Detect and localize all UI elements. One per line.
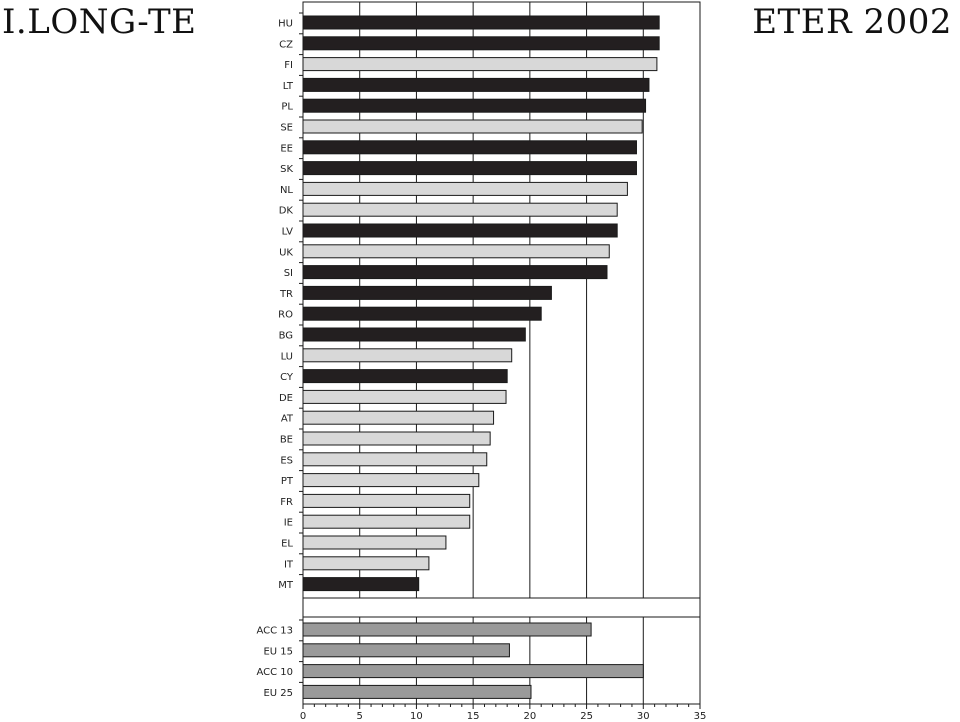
slide-title-right: ETER 2002 [752, 2, 952, 42]
bar [302, 577, 420, 592]
bar [302, 452, 488, 467]
category-label: ES [280, 455, 293, 466]
category-label: AT [281, 414, 294, 425]
x-tick-label: 30 [637, 711, 650, 722]
bar [302, 556, 430, 571]
category-label: CY [280, 372, 294, 383]
x-tick-label: 20 [523, 711, 536, 722]
category-label: LU [281, 351, 293, 362]
aggregate-label: EU 15 [263, 646, 293, 657]
category-label: SI [284, 268, 293, 279]
bar [302, 140, 637, 155]
bar [302, 77, 650, 92]
category-label: DK [279, 206, 294, 217]
aggregate-bar [302, 643, 510, 658]
bar [302, 514, 471, 529]
category-label: FR [280, 497, 293, 508]
x-tick-label: 15 [467, 711, 480, 722]
bar [302, 181, 628, 196]
aggregate-bar [302, 664, 644, 679]
category-label: FI [284, 60, 293, 71]
bar [302, 15, 660, 30]
bar [302, 98, 647, 113]
category-label: HU [278, 19, 293, 30]
aggregate-label: EU 25 [263, 688, 293, 699]
x-tick-label: 10 [410, 711, 423, 722]
category-label: NL [280, 185, 293, 196]
x-tick-label: 0 [300, 711, 306, 722]
bar [302, 57, 658, 72]
bar [302, 265, 608, 280]
slide-title: I.LONG-TE ETER 2002 [0, 2, 960, 42]
category-label: PT [281, 476, 294, 487]
category-label: UK [279, 247, 293, 258]
category-label: BG [279, 331, 293, 342]
category-label: LV [282, 227, 293, 238]
bar [302, 223, 618, 238]
category-label: LT [283, 81, 294, 92]
category-label: RO [278, 310, 293, 321]
bar [302, 202, 618, 217]
bar [302, 389, 507, 404]
category-label: DE [279, 393, 293, 404]
bar [302, 119, 643, 134]
category-label: EE [280, 143, 293, 154]
slide-title-left: I.LONG-TE [2, 2, 197, 42]
bar [302, 410, 495, 425]
category-label: IE [284, 518, 293, 529]
category-label: SE [280, 123, 293, 134]
category-label: PL [281, 102, 293, 113]
bar [302, 369, 508, 384]
bar [302, 473, 480, 488]
x-tick-label: 25 [580, 711, 593, 722]
bar [302, 36, 660, 51]
bar [302, 161, 637, 176]
x-tick-label: 35 [694, 711, 707, 722]
section-separator [302, 597, 701, 618]
category-label: TR [279, 289, 293, 300]
category-label: CZ [279, 39, 293, 50]
bar [302, 493, 471, 508]
bar [302, 348, 513, 363]
bar [302, 285, 552, 300]
bar [302, 244, 610, 259]
bar [302, 431, 491, 446]
category-label: EL [281, 539, 293, 550]
aggregate-bar [302, 684, 532, 699]
bar [302, 535, 447, 550]
bar [302, 327, 526, 342]
category-label: BE [280, 435, 293, 446]
aggregate-label: ACC 13 [256, 626, 293, 637]
aggregate-bar [302, 622, 592, 637]
category-label: SK [280, 164, 293, 175]
bar [302, 306, 542, 321]
category-label: IT [284, 559, 294, 570]
aggregate-label: ACC 10 [256, 667, 293, 678]
category-label: MT [278, 580, 294, 591]
x-tick-label: 5 [357, 711, 363, 722]
